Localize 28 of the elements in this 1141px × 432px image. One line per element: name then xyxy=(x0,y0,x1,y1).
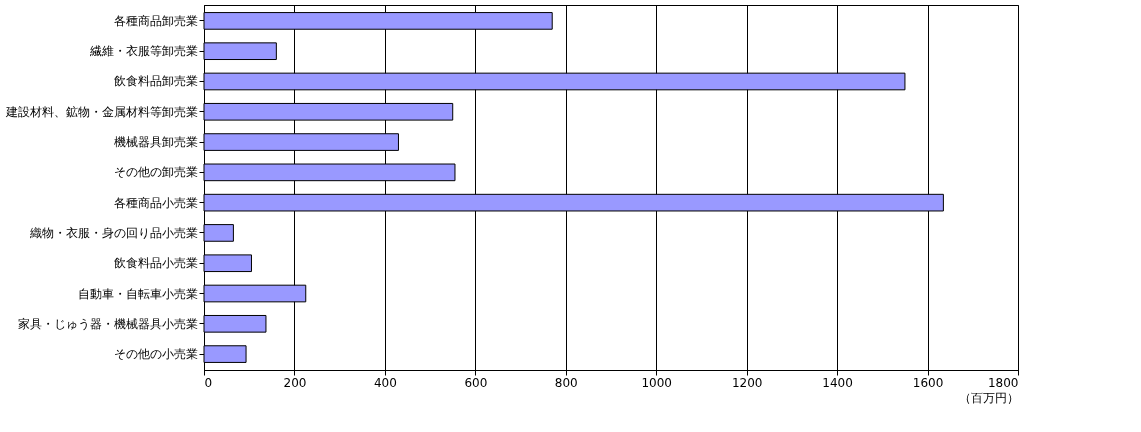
x-axis-title: （百万円） xyxy=(958,390,1019,405)
bar xyxy=(203,345,247,363)
x-tick-label: 0 xyxy=(204,375,213,390)
bar xyxy=(203,314,267,333)
y-tick-label: 織物・衣服・身の回り品小売業 xyxy=(28,225,198,240)
y-tick-label: 建設材料、鉱物・金属材料等卸売業 xyxy=(4,104,198,119)
y-tick-label: 各種商品小売業 xyxy=(113,195,198,210)
x-tick-label: 600 xyxy=(464,375,488,390)
x-tick-label: 400 xyxy=(373,375,397,390)
x-tick-label: 1400 xyxy=(822,375,853,390)
x-tick-label: 1200 xyxy=(731,375,763,390)
y-tick-label: 飲食料品小売業 xyxy=(113,256,198,271)
y-tick-label: 機械器具卸売業 xyxy=(113,135,198,150)
y-tick-label: 家具・じゅう器・機械器具小売業 xyxy=(17,316,198,331)
x-tick-label: 1000 xyxy=(641,375,672,390)
y-tick-label: その他の卸売業 xyxy=(113,165,198,180)
x-tick-label: 1800 xyxy=(987,375,1019,390)
bar xyxy=(203,224,234,242)
x-tick-label: 800 xyxy=(554,375,578,390)
y-tick-label: 飲食料品卸売業 xyxy=(113,74,198,89)
x-tick-label: 1600 xyxy=(912,375,944,390)
y-tick-label: その他の小売業 xyxy=(113,347,198,362)
x-tick-label: 200 xyxy=(283,375,307,390)
y-tick-label: 各種商品卸売業 xyxy=(113,13,198,28)
bar xyxy=(203,254,252,273)
y-tick-label: 自動車・自転車小売業 xyxy=(77,286,198,301)
bar xyxy=(203,42,277,61)
y-tick-label: 繊維・衣服等卸売業 xyxy=(88,44,198,59)
